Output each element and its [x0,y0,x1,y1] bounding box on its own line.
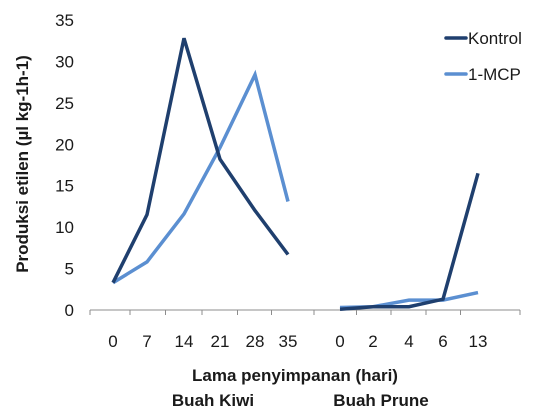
series-layer [111,37,480,311]
series-line-1mcp-kiwi [112,69,290,285]
x-tick-label: 14 [175,332,194,351]
legend-label-1mcp: 1-MCP [468,65,521,84]
x-tick-label: 28 [246,332,265,351]
y-tick-label: 10 [55,218,74,237]
x-tick-label: 13 [469,332,488,351]
x-tick-label: 0 [108,332,117,351]
series-line-kontrol-kiwi [111,37,290,284]
legend-label-kontrol: Kontrol [468,29,522,48]
x-tick-label: 4 [404,332,413,351]
group-label-kiwi: Buah Kiwi [172,391,254,410]
series-line-kontrol-prune [339,172,480,311]
y-tick-label: 30 [55,52,74,71]
y-tick-label: 5 [65,260,74,279]
legend: Kontrol 1-MCP [444,29,522,84]
y-axis-ticks: 0 5 10 15 20 25 30 35 [55,11,74,320]
x-tick-label: 2 [368,332,377,351]
x-tick-label: 0 [335,332,344,351]
x-axis-title: Lama penyimpanan (hari) [192,366,398,385]
x-tick-label: 6 [438,332,447,351]
x-tick-label: 7 [142,332,151,351]
y-tick-label: 35 [55,11,74,30]
y-tick-label: 25 [55,94,74,113]
x-tick-label: 21 [211,332,230,351]
y-tick-label: 20 [55,135,74,154]
group-label-prune: Buah Prune [333,391,428,410]
x-axis-ticks: 0 7 14 21 28 35 0 2 4 6 13 [89,310,521,351]
y-axis-title: Produksi etilen (µl kg-1h-1) [13,55,32,273]
y-tick-label: 0 [65,301,74,320]
x-tick-label: 35 [279,332,298,351]
y-tick-label: 15 [55,177,74,196]
